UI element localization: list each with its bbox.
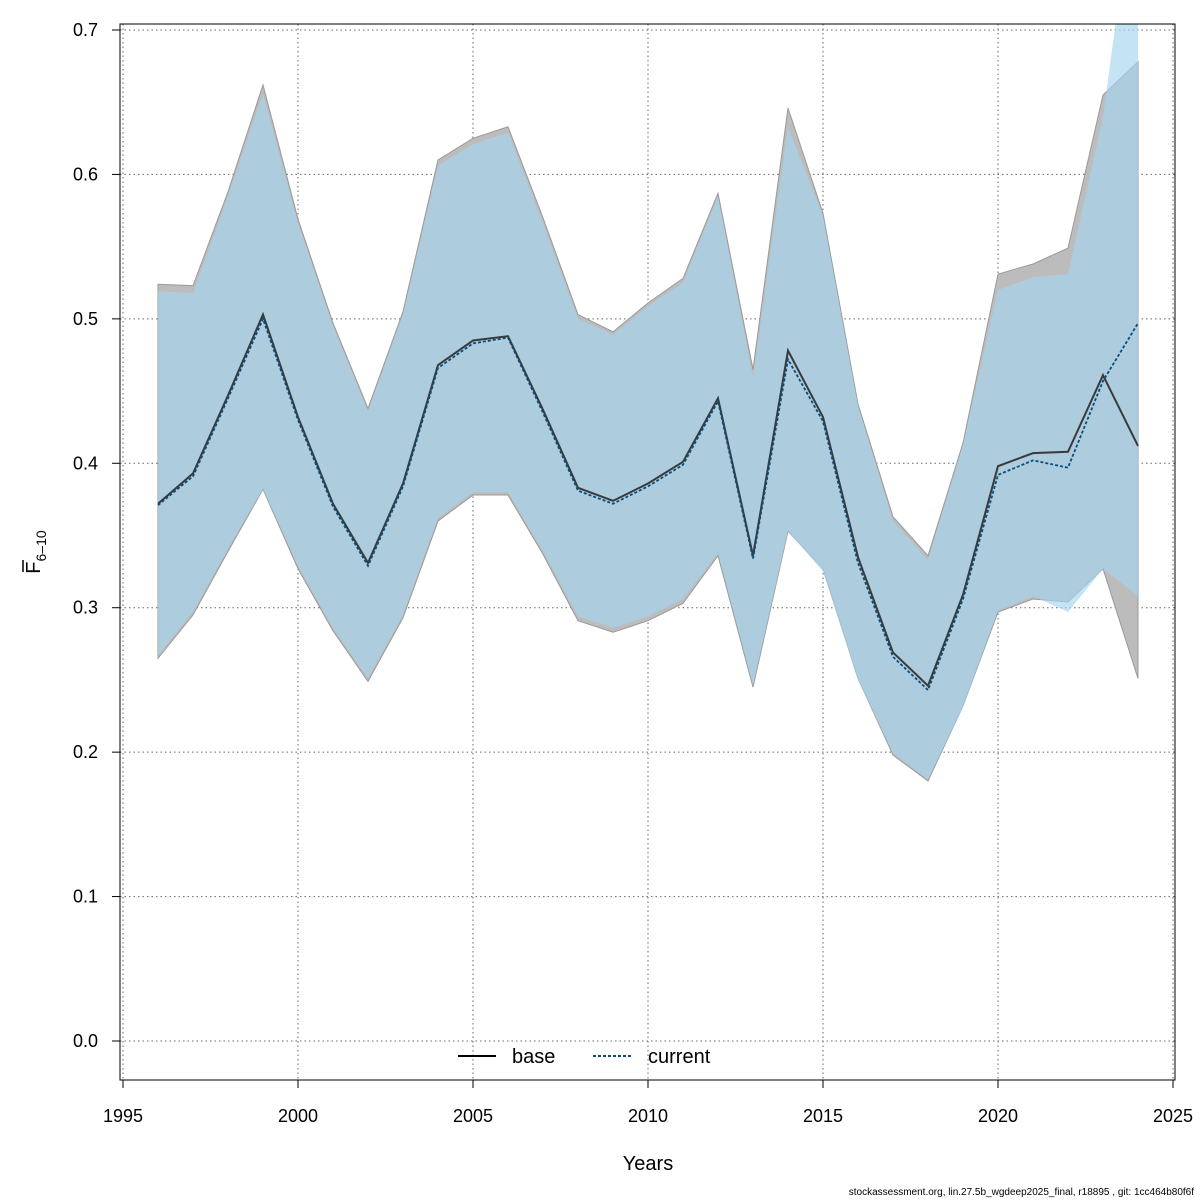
x-tick-label-2000: 2000 <box>278 1106 318 1126</box>
confidence-bands <box>157 24 1139 782</box>
y-tick-label-0.6: 0.6 <box>73 164 98 184</box>
legend-label-base: base <box>512 1046 555 1068</box>
axes: 1995 2000 2005 2010 2015 2020 2025 0.0 0.1 0.2 0.3… <box>73 20 1193 1126</box>
y-axis-title-subscript: 6–10 <box>33 530 49 561</box>
y-tick-label-0.4: 0.4 <box>73 453 98 473</box>
line-current <box>157 316 1139 692</box>
x-tick-label-2025: 2025 <box>1153 1106 1193 1126</box>
y-axis-title-main: F <box>23 561 45 573</box>
svg-text:F6–10: F6–10 <box>23 530 49 574</box>
x-tick-label-2020: 2020 <box>978 1106 1018 1126</box>
line-base <box>157 311 1139 688</box>
legend: base current <box>458 1046 711 1068</box>
x-axis-title: Years <box>623 1153 673 1175</box>
x-tick-label-2015: 2015 <box>803 1106 843 1126</box>
footer-source: stockassessment.org, lin.27.5b_wgdeep202… <box>848 1187 1194 1198</box>
x-tick-label-1995: 1995 <box>103 1106 143 1126</box>
y-tick-label-0.2: 0.2 <box>73 742 98 762</box>
x-tick-label-2005: 2005 <box>453 1106 493 1126</box>
y-tick-label-0.3: 0.3 <box>73 598 98 618</box>
y-axis-title: F6–10 <box>22 530 49 574</box>
y-tick-label-0.5: 0.5 <box>73 309 98 329</box>
series-lines <box>157 311 1139 692</box>
y-tick-label-0.0: 0.0 <box>73 1031 98 1051</box>
y-tick-label-0.1: 0.1 <box>73 887 98 907</box>
band-current <box>158 24 1138 780</box>
legend-label-current: current <box>648 1046 711 1068</box>
y-tick-label-0.7: 0.7 <box>73 20 98 40</box>
x-tick-label-2010: 2010 <box>628 1106 668 1126</box>
